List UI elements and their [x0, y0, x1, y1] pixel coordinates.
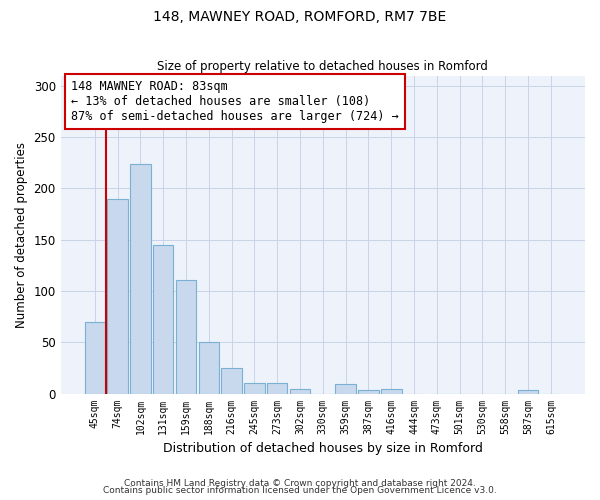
Bar	[290, 390, 310, 394]
Bar	[221, 368, 242, 394]
Text: Contains public sector information licensed under the Open Government Licence v3: Contains public sector information licen…	[103, 486, 497, 495]
Bar	[244, 384, 265, 394]
Bar	[358, 390, 379, 394]
Text: 148 MAWNEY ROAD: 83sqm
← 13% of detached houses are smaller (108)
87% of semi-de: 148 MAWNEY ROAD: 83sqm ← 13% of detached…	[71, 80, 399, 124]
Bar	[153, 245, 173, 394]
Bar	[107, 198, 128, 394]
Bar	[85, 322, 105, 394]
Text: 148, MAWNEY ROAD, ROMFORD, RM7 7BE: 148, MAWNEY ROAD, ROMFORD, RM7 7BE	[154, 10, 446, 24]
Bar	[130, 164, 151, 394]
Title: Size of property relative to detached houses in Romford: Size of property relative to detached ho…	[157, 60, 488, 73]
Bar	[199, 342, 219, 394]
Text: Contains HM Land Registry data © Crown copyright and database right 2024.: Contains HM Land Registry data © Crown c…	[124, 478, 476, 488]
Y-axis label: Number of detached properties: Number of detached properties	[15, 142, 28, 328]
Bar	[381, 390, 401, 394]
X-axis label: Distribution of detached houses by size in Romford: Distribution of detached houses by size …	[163, 442, 483, 455]
Bar	[335, 384, 356, 394]
Bar	[267, 384, 287, 394]
Bar	[518, 390, 538, 394]
Bar	[176, 280, 196, 394]
